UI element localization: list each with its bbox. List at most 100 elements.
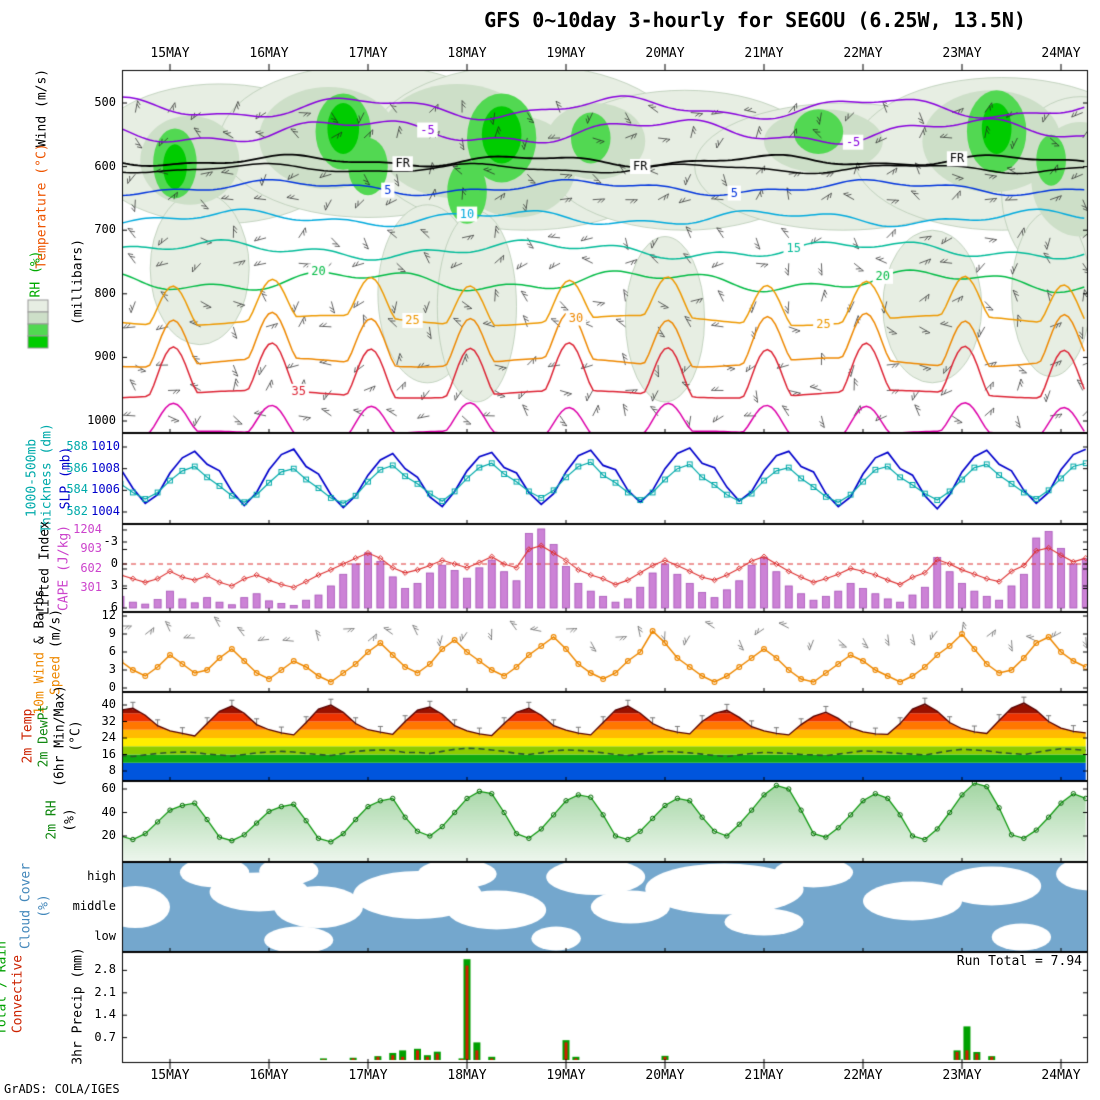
- slp-axis-label-text: SLP (mb): [58, 446, 74, 510]
- y-tick-label: 60: [101, 781, 116, 795]
- y-tick-label: 20: [101, 828, 116, 842]
- y-tick-label: 40: [101, 804, 116, 819]
- temp-unit-axis-label: (°C): [69, 720, 84, 751]
- x-axis-label-bottom: 17MAY: [348, 1068, 388, 1083]
- y-tick-label: 3: [108, 662, 116, 676]
- thickness-axis-label-2: Thickness (dm): [40, 423, 55, 533]
- x-axis-label-top: 23MAY: [942, 46, 982, 61]
- x-axis-label-top: 24MAY: [1041, 46, 1081, 61]
- y-tick-label: 2.1: [94, 984, 116, 999]
- cloud-unit-axis-label-text: (%): [36, 894, 52, 918]
- precip-axis-label-text: 3hr Precip (mm): [70, 947, 86, 1065]
- thickness-axis-label-1: 1000-500mb: [25, 439, 40, 517]
- y-tick-label: 1006: [91, 482, 120, 497]
- y-tick-label: 6: [108, 644, 116, 658]
- precip-axis-label: 3hr Precip (mm): [71, 947, 86, 1064]
- rh2m-axis-label: 2m RH: [45, 800, 60, 839]
- y-tick-label: 3: [110, 577, 118, 592]
- y-tick-label: 500: [94, 95, 116, 109]
- y-tick-label: 584: [66, 482, 88, 497]
- rh2m-axis-label-text: 2m RH: [44, 800, 60, 840]
- x-axis-label-bottom: 15MAY: [150, 1068, 190, 1083]
- cloud-row-label: high: [87, 869, 116, 883]
- y-tick-label: 301: [80, 580, 102, 595]
- cloud-row-label: low: [94, 929, 116, 943]
- y-tick-label: 903: [80, 541, 102, 556]
- minmax-axis-label: (6hr Min/Max): [53, 685, 68, 787]
- cape-axis-label: CAPE (J/kg): [57, 525, 72, 611]
- minmax-axis-label-text: (6hr Min/Max): [52, 685, 68, 787]
- x-axis-label-top: 22MAY: [843, 46, 883, 61]
- x-axis-label-bottom: 24MAY: [1041, 1068, 1081, 1083]
- cloud-unit-axis-label: (%): [37, 894, 52, 917]
- temp2m-axis-label-text: 2m Temp: [20, 708, 36, 764]
- y-tick-label: 32: [101, 713, 116, 728]
- y-tick-label: 700: [94, 222, 116, 237]
- y-tick-label: 0.7: [94, 1029, 116, 1044]
- wind10m-axis-label-2: Speed (m/s): [49, 609, 64, 695]
- wind10m-axis-label-2-text: (m/s): [48, 608, 64, 656]
- chart-title: GFS 0~10day 3-hourly for SEGOU (6.25W, 1…: [484, 8, 1026, 32]
- precip-convective-axis-label-text: Convective: [10, 954, 26, 1034]
- x-axis-label-bottom: 19MAY: [546, 1068, 586, 1083]
- y-tick-label: 9: [108, 626, 116, 640]
- main-wind-axis-label: Wind (m/s): [35, 69, 50, 147]
- y-tick-label: 602: [80, 560, 102, 575]
- dewpt-axis-label: 2m DewPt: [37, 705, 52, 768]
- y-tick-label: 586: [66, 460, 88, 475]
- y-tick-label: 582: [66, 503, 88, 518]
- x-axis-label-bottom: 23MAY: [942, 1068, 982, 1083]
- temp2m-axis-label: 2m Temp: [21, 709, 36, 764]
- wind10m-axis-label-1-text: & Barbs: [32, 589, 48, 652]
- cloud-cover-axis-label: Cloud Cover: [19, 863, 34, 949]
- precip-convective-axis-label: Convective: [11, 955, 26, 1033]
- y-tick-label: 1010: [91, 439, 120, 453]
- x-axis-label-top: 21MAY: [744, 46, 784, 61]
- main-rh-axis-label-text: RH (%): [28, 250, 44, 298]
- rh-unit-axis-label-text: (%): [62, 808, 78, 832]
- precip-total-axis-label-text: Total / Rain: [0, 941, 10, 1035]
- x-axis-label-top: 15MAY: [150, 46, 190, 61]
- x-axis-label-bottom: 18MAY: [447, 1068, 487, 1083]
- y-tick-label: 0: [110, 556, 118, 570]
- rh-unit-axis-label: (%): [63, 808, 78, 831]
- y-tick-label: 40: [101, 697, 116, 711]
- y-tick-label: 1204: [73, 521, 102, 536]
- temp-unit-axis-label-text: (°C): [68, 720, 84, 752]
- x-axis-label-top: 20MAY: [645, 46, 685, 61]
- y-tick-label: -3: [103, 534, 118, 548]
- x-axis-label-bottom: 22MAY: [843, 1068, 883, 1083]
- x-axis-label-bottom: 16MAY: [249, 1068, 289, 1083]
- grads-credit: GrADS: COLA/IGES: [4, 1082, 120, 1096]
- y-tick-label: 1.4: [94, 1007, 116, 1022]
- y-tick-label: 12: [101, 608, 116, 622]
- thickness-axis-label-2-text: Thickness (dm): [39, 423, 55, 533]
- y-tick-label: 1008: [91, 460, 120, 475]
- run-total-label: Run Total = 7.94: [956, 954, 1082, 969]
- cloud-cover-axis-label-text: Cloud Cover: [18, 862, 34, 950]
- main-rh-axis-label: RH (%): [29, 251, 44, 298]
- y-tick-label: 0: [108, 680, 116, 694]
- x-axis-label-top: 18MAY: [447, 46, 487, 61]
- y-tick-label: 16: [101, 746, 116, 761]
- cape-axis-label-text: CAPE (J/kg): [56, 524, 72, 612]
- slp-axis-label: SLP (mb): [59, 447, 74, 510]
- main-pressure-axis-label: (millibars): [71, 239, 86, 325]
- y-tick-label: 600: [94, 158, 116, 173]
- x-axis-label-bottom: 20MAY: [645, 1068, 685, 1083]
- wind10m-axis-label-1: 10m Wind & Barbs: [33, 589, 48, 714]
- y-tick-label: 1004: [91, 503, 120, 518]
- y-tick-label: 1000: [87, 413, 116, 427]
- cloud-row-label: middle: [72, 899, 116, 913]
- x-axis-label-top: 19MAY: [546, 46, 586, 61]
- thickness-axis-label-1-text: 1000-500mb: [24, 438, 40, 518]
- y-tick-label: 900: [94, 349, 116, 364]
- y-tick-label: 800: [94, 285, 116, 300]
- main-pressure-axis-label-text: (millibars): [70, 238, 86, 326]
- y-tick-label: 588: [66, 439, 88, 453]
- main-wind-axis-label-text: Wind (m/s): [34, 68, 50, 148]
- y-tick-label: 6: [110, 599, 118, 614]
- x-axis-label-bottom: 21MAY: [744, 1068, 784, 1083]
